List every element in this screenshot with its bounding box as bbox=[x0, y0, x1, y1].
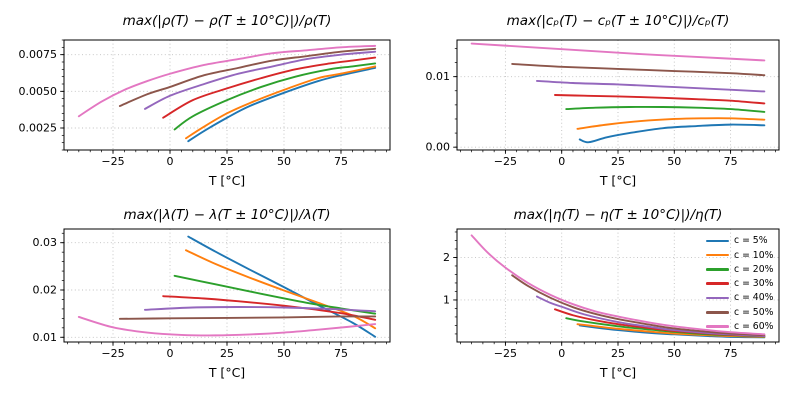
legend-item: c = 60% bbox=[706, 321, 773, 333]
legend-line-sample bbox=[706, 325, 729, 328]
series-line-c-40 bbox=[535, 79, 766, 93]
legend-line-sample bbox=[706, 268, 729, 271]
subplot-rho: max(|ρ(T) − ρ(T ± 10°C)|)/ρ(T) −25 0 25 50 7… bbox=[0, 0, 400, 200]
x-tick-label: 50 bbox=[667, 347, 681, 360]
x-tick-label: 25 bbox=[220, 155, 234, 168]
series-line-c-60 bbox=[470, 234, 766, 336]
x-tick-label: 50 bbox=[277, 347, 291, 360]
y-tick-label: 0.02 bbox=[33, 283, 58, 296]
plot-canvas-cp: −25 0 25 50 75 0.00 0.01 bbox=[426, 39, 780, 168]
series-line-c-10 bbox=[576, 117, 766, 130]
plot-title-rho: max(|ρ(T) − ρ(T ± 10°C)|)/ρ(T) bbox=[122, 13, 332, 29]
y-tick-label: 2 bbox=[443, 251, 450, 264]
xlabel-eta: T [°C] bbox=[599, 365, 637, 380]
y-tick-label: 0.00 bbox=[426, 141, 451, 154]
y-tick-label: 0.0075 bbox=[19, 48, 58, 61]
x-tick-label: 0 bbox=[558, 347, 565, 360]
x-tick-label: 25 bbox=[611, 155, 625, 168]
series-line-c-40 bbox=[143, 50, 377, 110]
legend-label: c = 60% bbox=[734, 321, 774, 333]
legend-item: c = 50% bbox=[706, 306, 773, 318]
x-tick-label: 0 bbox=[558, 155, 565, 168]
y-tick-label: 1 bbox=[443, 293, 450, 306]
legend-label: c = 20% bbox=[734, 263, 774, 275]
plot-canvas-rho: −25 0 25 50 75 0.0025 0.0050 0.0075 bbox=[19, 39, 391, 168]
legend-label: c = 40% bbox=[734, 292, 774, 304]
series-line-c-5 bbox=[578, 123, 766, 144]
xlabel-rho: T [°C] bbox=[208, 173, 246, 188]
series-line-c-30 bbox=[554, 94, 766, 105]
xlabel-lambda: T [°C] bbox=[208, 365, 246, 380]
subplot-lambda: max(|λ(T) − λ(T ± 10°C)|)/λ(T) −25 0 25 50 7… bbox=[0, 200, 400, 400]
x-tick-label: 0 bbox=[167, 155, 174, 168]
x-tick-label: 25 bbox=[611, 347, 625, 360]
plot-spines bbox=[63, 39, 391, 151]
x-tick-label: −25 bbox=[101, 347, 124, 360]
series-line-c-40 bbox=[535, 295, 766, 337]
plot-spines bbox=[456, 228, 780, 343]
legend-item: c = 5% bbox=[706, 235, 773, 247]
x-tick-label: 75 bbox=[334, 347, 348, 360]
x-tick-label: 0 bbox=[167, 347, 174, 360]
series-line-c-60 bbox=[470, 42, 766, 62]
plot-canvas-lambda: −25 0 25 50 75 0.01 0.02 0.03 bbox=[33, 228, 391, 360]
x-tick-label: 75 bbox=[724, 347, 738, 360]
xlabel-cp: T [°C] bbox=[599, 173, 637, 188]
series-line-c-50 bbox=[118, 47, 377, 107]
x-tick-label: −25 bbox=[494, 347, 517, 360]
legend-item: c = 10% bbox=[706, 249, 773, 261]
legend-line-sample bbox=[706, 253, 729, 257]
legend-item: c = 20% bbox=[706, 264, 773, 276]
series-line-c-30 bbox=[162, 295, 377, 321]
legend-line-sample bbox=[706, 282, 729, 285]
legend-item: c = 30% bbox=[706, 278, 773, 290]
series-line-c-5 bbox=[187, 66, 377, 143]
plot-spines bbox=[63, 228, 391, 343]
y-tick-label: 0.0025 bbox=[19, 122, 58, 135]
legend-label: c = 10% bbox=[734, 249, 774, 261]
x-tick-label: 50 bbox=[277, 155, 291, 168]
legend-label: c = 50% bbox=[734, 306, 774, 318]
legend-label: c = 5% bbox=[734, 235, 768, 247]
plot-title-cp: max(|cₚ(T) − cₚ(T ± 10°C)|)/cₚ(T) bbox=[506, 13, 730, 29]
y-tick-label: 0.01 bbox=[426, 70, 451, 83]
series-line-c-60 bbox=[77, 315, 377, 337]
legend-item: c = 40% bbox=[706, 292, 773, 304]
x-tick-label: −25 bbox=[101, 155, 124, 168]
y-tick-label: 0.01 bbox=[33, 331, 58, 344]
series-line-c-50 bbox=[118, 315, 377, 320]
legend-line-sample bbox=[706, 310, 729, 314]
series-line-c-20 bbox=[565, 105, 766, 113]
plot-spines bbox=[456, 39, 780, 151]
subplot-cp: max(|cₚ(T) − cₚ(T ± 10°C)|)/cₚ(T) −25 0 25… bbox=[400, 0, 800, 200]
series-line-c-60 bbox=[77, 44, 377, 118]
series-line-c-5 bbox=[187, 235, 377, 338]
x-tick-label: 75 bbox=[724, 155, 738, 168]
x-tick-label: −25 bbox=[494, 155, 517, 168]
legend: c = 5% c = 10% c = 20% c = 30% c = 40% c = 50… bbox=[706, 235, 773, 332]
legend-line-sample bbox=[706, 296, 729, 300]
series-line-c-40 bbox=[143, 306, 377, 313]
subplot-eta: max(|η(T) − η(T ± 10°C)|)/η(T) −25 0 25 50 7… bbox=[400, 200, 800, 400]
series-line-c-30 bbox=[162, 56, 377, 119]
x-tick-label: 75 bbox=[334, 155, 348, 168]
legend-label: c = 30% bbox=[734, 278, 774, 290]
x-tick-label: 25 bbox=[220, 347, 234, 360]
y-tick-label: 0.03 bbox=[33, 236, 58, 249]
plot-canvas-eta: −25 0 25 50 75 1 2 bbox=[443, 228, 780, 360]
x-tick-label: 50 bbox=[667, 155, 681, 168]
plot-title-lambda: max(|λ(T) − λ(T ± 10°C)|)/λ(T) bbox=[123, 207, 331, 223]
plot-title-eta: max(|η(T) − η(T ± 10°C)|)/η(T) bbox=[513, 207, 723, 223]
legend-line-sample bbox=[706, 239, 729, 243]
series-line-c-50 bbox=[511, 63, 766, 77]
series-line-c-10 bbox=[185, 65, 377, 140]
series-line-c-50 bbox=[511, 274, 766, 337]
y-tick-label: 0.0050 bbox=[19, 85, 58, 98]
series-line-c-20 bbox=[173, 62, 377, 131]
